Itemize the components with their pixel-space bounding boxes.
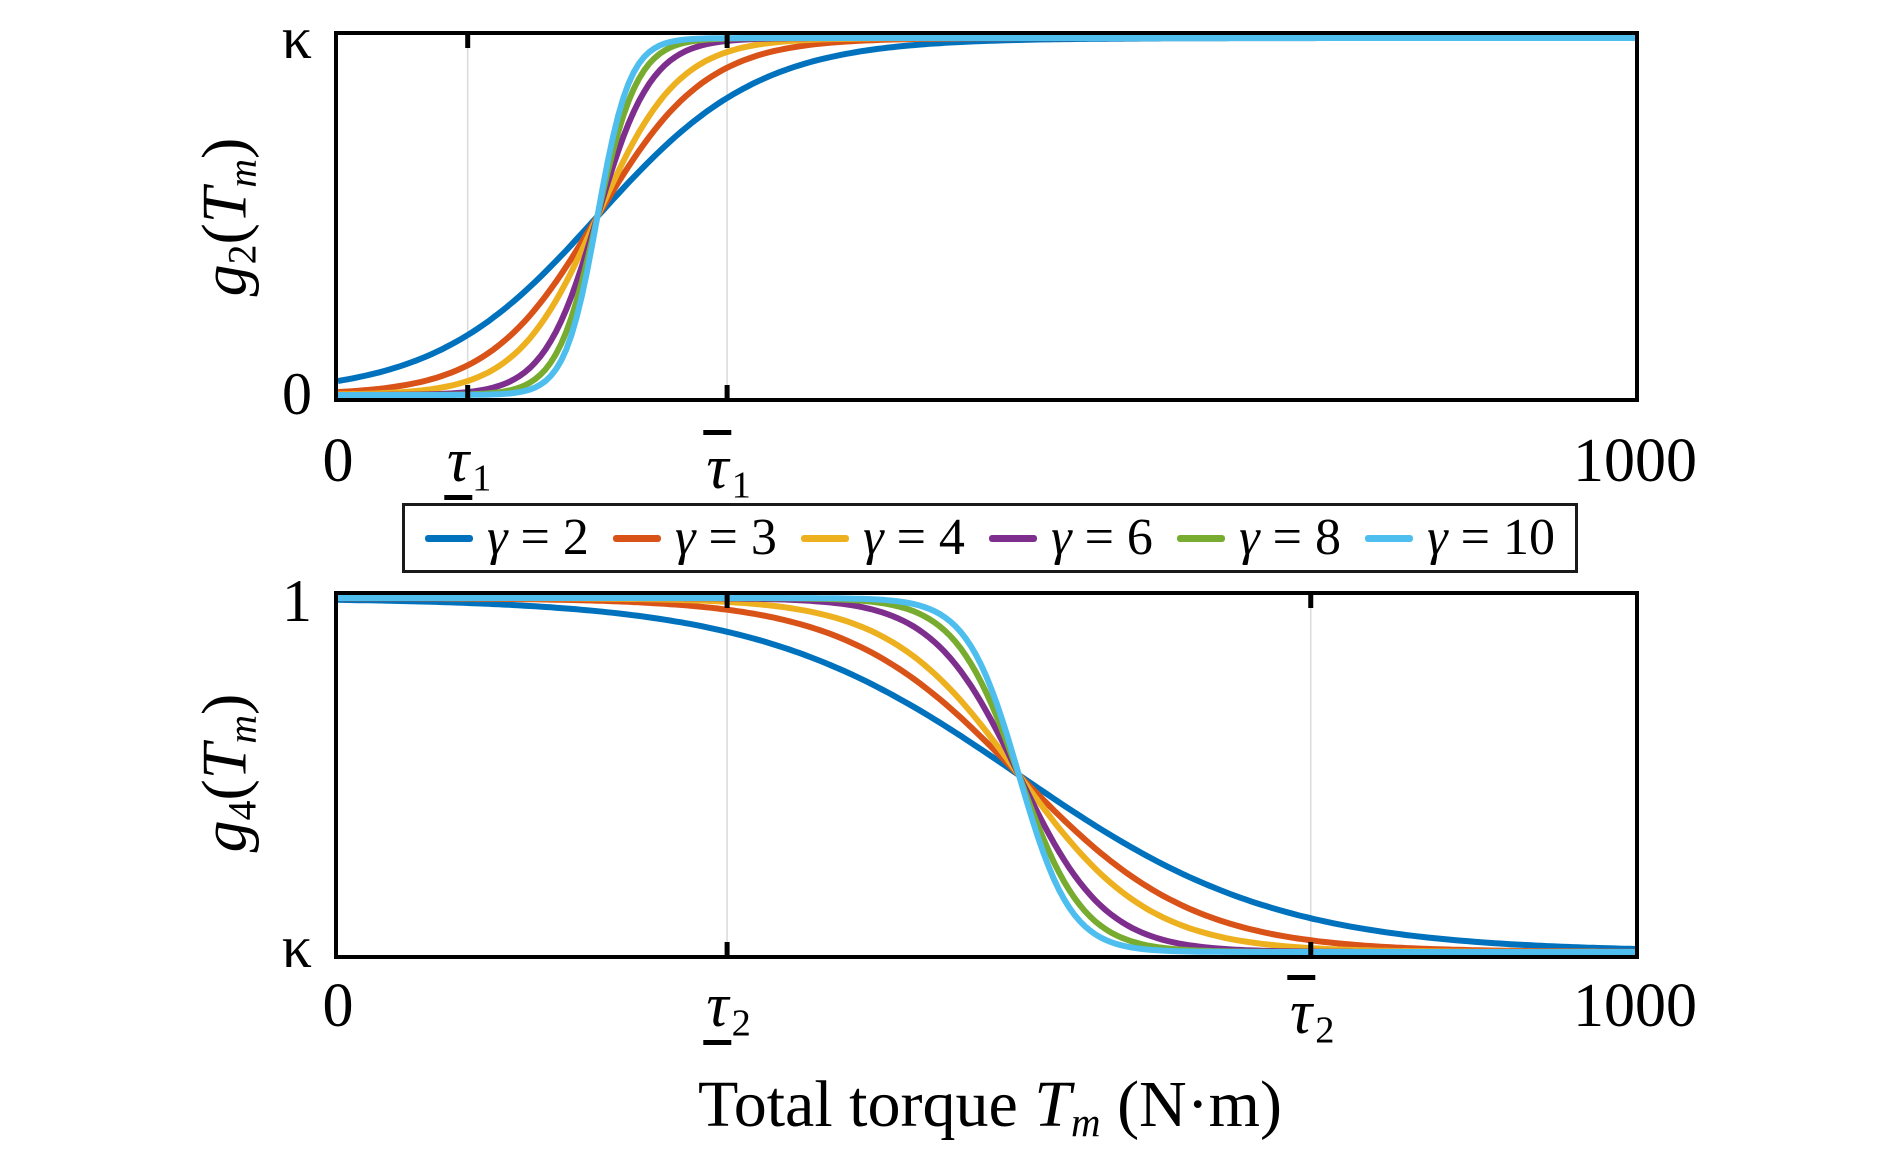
curve-gamma-10 bbox=[338, 595, 1635, 955]
text-segment: 1 bbox=[731, 464, 751, 507]
text-segment: g bbox=[188, 264, 260, 297]
legend-item-label: γ = 3 bbox=[675, 509, 777, 566]
g4-y-axis-label: g4(Tm) bbox=[189, 694, 265, 853]
curve-gamma-8 bbox=[338, 35, 1635, 398]
x-tick-label: τ2 bbox=[1287, 975, 1334, 1050]
text-segment: m bbox=[220, 714, 265, 744]
x-axis-title: Total torque Tm (N·m) bbox=[698, 1072, 1282, 1144]
curve-gamma-6 bbox=[338, 595, 1635, 955]
legend-line-swatch bbox=[613, 534, 662, 542]
text-segment: T bbox=[188, 187, 260, 224]
text-segment: m bbox=[220, 158, 265, 188]
legend-item-label: γ = 6 bbox=[1051, 509, 1153, 566]
legend-item-gamma-4: γ = 4 bbox=[801, 512, 965, 564]
curve-gamma-8 bbox=[338, 595, 1635, 955]
x-tick-label: 0 bbox=[323, 430, 354, 492]
text-segment: 1 bbox=[472, 457, 492, 500]
curve-gamma-10 bbox=[338, 35, 1635, 398]
legend-line-swatch bbox=[801, 534, 850, 542]
legend-item-gamma-6: γ = 6 bbox=[989, 512, 1153, 564]
text-segment: ) bbox=[188, 693, 260, 715]
plot-g4-box bbox=[334, 591, 1639, 959]
text-segment: ( bbox=[188, 779, 260, 801]
text-segment: 2 bbox=[1315, 1009, 1335, 1052]
g2-y-axis-label: g2(Tm) bbox=[189, 138, 265, 297]
text-segment: m bbox=[1071, 1100, 1101, 1146]
x-tick-label: τ1 bbox=[703, 430, 751, 507]
plot-g2-curves bbox=[338, 35, 1635, 398]
text-segment: 4 bbox=[220, 800, 265, 821]
g4-ytick-kappa: κ bbox=[281, 914, 312, 980]
legend-item-label: γ = 2 bbox=[487, 509, 589, 566]
curve-gamma-6 bbox=[338, 35, 1635, 398]
text-segment: ( bbox=[188, 223, 260, 245]
text-segment: τ bbox=[443, 430, 473, 500]
text-segment: 0 bbox=[322, 427, 354, 495]
plot-g2-box bbox=[334, 31, 1639, 402]
legend-line-swatch bbox=[1365, 534, 1414, 542]
text-segment: τ bbox=[1287, 975, 1316, 1044]
legend: γ = 2 γ = 3 γ = 4 γ = 6 γ = 8 γ = 10 bbox=[402, 503, 1578, 573]
plot-g4-curves bbox=[338, 595, 1635, 955]
g2-ytick-zero: 0 bbox=[282, 361, 312, 427]
x-tick-label: τ2 bbox=[703, 975, 751, 1045]
text-segment: τ bbox=[703, 975, 732, 1045]
text-segment: 1000 bbox=[1573, 427, 1697, 495]
curve-gamma-2 bbox=[338, 596, 1635, 952]
curve-gamma-3 bbox=[338, 595, 1635, 955]
x-tick-label: 0 bbox=[323, 975, 354, 1037]
g4-ytick-one: 1 bbox=[282, 568, 312, 634]
legend-item-gamma-8: γ = 8 bbox=[1177, 512, 1341, 564]
text-segment: 1000 bbox=[1573, 972, 1697, 1040]
text-segment: (N·m) bbox=[1100, 1068, 1282, 1141]
legend-line-swatch bbox=[1177, 534, 1226, 542]
x-tick-label: 1000 bbox=[1573, 975, 1697, 1037]
legend-item-label: γ = 8 bbox=[1239, 509, 1341, 566]
x-tick-label: 1000 bbox=[1573, 430, 1697, 492]
legend-item-gamma-2: γ = 2 bbox=[425, 512, 589, 564]
text-segment: 0 bbox=[322, 972, 354, 1040]
legend-item-gamma-10: γ = 10 bbox=[1365, 512, 1555, 564]
text-segment: 2 bbox=[731, 1002, 751, 1045]
legend-line-swatch bbox=[989, 534, 1038, 542]
text-segment: Total torque bbox=[698, 1068, 1035, 1141]
text-segment: T bbox=[188, 743, 260, 780]
legend-item-gamma-3: γ = 3 bbox=[613, 512, 777, 564]
legend-line-swatch bbox=[425, 534, 473, 542]
legend-item-label: γ = 4 bbox=[863, 509, 965, 566]
curve-gamma-4 bbox=[338, 595, 1635, 955]
curve-gamma-2 bbox=[338, 35, 1635, 384]
x-tick-label: τ1 bbox=[443, 430, 492, 500]
text-segment: g bbox=[188, 820, 260, 853]
g2-ytick-kappa: κ bbox=[281, 5, 312, 71]
curve-gamma-4 bbox=[338, 35, 1635, 398]
text-segment: ) bbox=[188, 137, 260, 159]
text-segment: 2 bbox=[220, 244, 265, 265]
text-segment: τ bbox=[703, 430, 732, 499]
text-segment: T bbox=[1034, 1068, 1072, 1141]
legend-item-label: γ = 10 bbox=[1427, 509, 1555, 566]
